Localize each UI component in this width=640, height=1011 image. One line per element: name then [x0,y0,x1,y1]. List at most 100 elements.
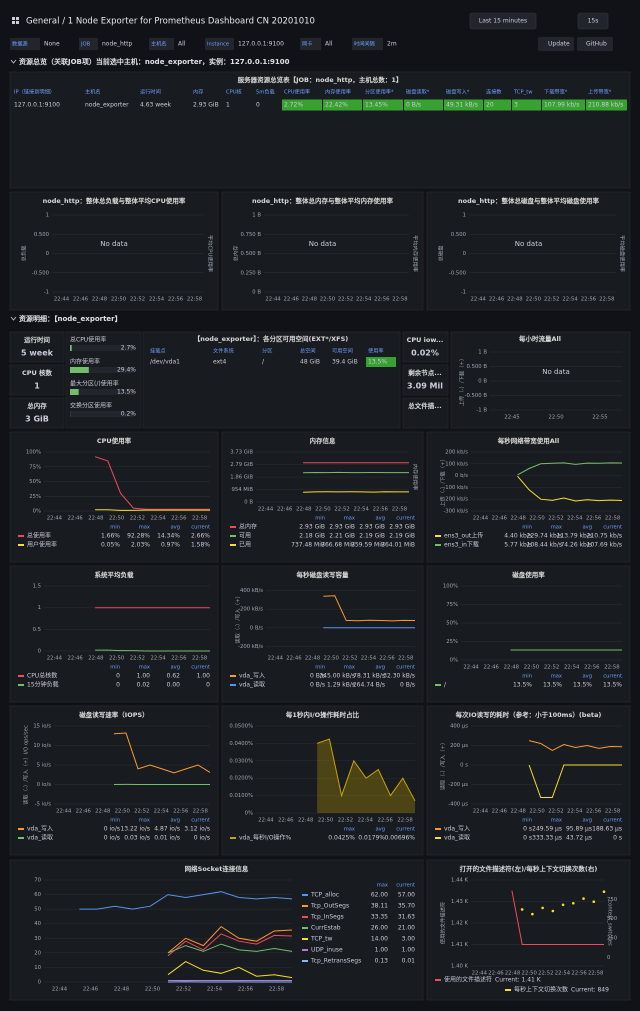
x-tick-label: 22:46 [278,818,294,824]
x-tick-label: 22:44 [258,507,274,513]
legend-value: 1.58% [191,542,210,549]
x-tick-label: 22:58 [604,665,620,671]
legend-value: 0 s [613,835,622,842]
legend-header: current [191,525,210,531]
y-tick-label: 1.5 [33,584,41,590]
legend-value: 0.62 [167,673,181,680]
table-title: 服务器资源总览表【JOB：node_http，主机总数：1】 [238,75,403,84]
legend-swatch [302,916,308,918]
y-tick-label: 60 [34,892,41,898]
variable-value: None [44,41,60,48]
y-tick-label: 100% [26,450,41,456]
table-cell: ext4 [213,359,226,366]
x-tick-label: 22:48 [296,507,312,513]
panel-title: 每次IO读写的耗时（参考：小于100ms）(beta) [456,710,602,719]
x-tick-label: 22:46 [286,656,302,662]
table-cell: 0 [256,102,260,109]
panel-title: 打开的文件描述符(左)/每秒上下文切换次数(右) [460,864,598,873]
table-header: 磁盘写入* [446,88,470,96]
table-header: CPU使用率 [284,88,310,96]
y-tick-label: -5 io/s [35,802,51,808]
legend-swatch [230,526,236,528]
y-tick-label: 0.750 B [241,232,262,238]
panel-title: node_http：整体总磁盘与整体平均磁盘使用率 [458,196,599,205]
legend-swatch [302,894,308,896]
panel [9,364,65,396]
table-title: 【node_exporter】：各分区可用空间(EXT*/XFS) [194,334,349,343]
legend-name: 总内存 [239,523,257,531]
variable-value: All [178,41,186,48]
legend-value: 107.69 kb/s [587,542,622,549]
series-line [528,740,623,751]
legend-value: 1.00 [137,673,151,680]
legend-header: max [344,827,355,833]
x-tick-label: 22:52 [548,809,563,815]
variable-label: 时间间隔 [354,40,375,48]
x-tick-label: 22:48 [92,297,108,303]
legend-value: 78.31 kB/s [353,673,385,680]
variable-label: Instance [207,42,229,48]
y-tick-label: 30 [34,936,41,942]
button[interactable] [538,37,574,51]
legend-header: max [377,883,388,889]
legend-value: 0 s [523,826,532,833]
x-tick-label: 22:52 [538,971,553,977]
x-tick-label: 22:56 [584,665,600,671]
y-axis-label: 总负载 [20,245,28,262]
legend-value: 3.12 io/s [184,826,210,833]
panel [402,397,449,429]
panel [426,565,631,703]
refresh-picker[interactable] [577,12,609,30]
y-tick-label: 1 [38,605,41,611]
legend-value: 0.03 io/s [124,835,150,842]
no-data: No data [515,240,543,248]
y-tick-label: 20 [34,950,41,956]
table-cell-bg [444,99,483,111]
x-tick-label: 22:48 [511,809,527,815]
stat-title: CPU 核数 [22,368,53,377]
y-tick-label: 15 io/s [33,724,51,730]
legend-header: max [551,674,562,680]
legend-value: 38.11 [371,903,388,910]
x-tick-label: 22:48 [95,809,111,815]
y-tick-label: 1.40 K [451,964,468,970]
legend-header: max [551,525,562,531]
legend-value: 0.01 [402,958,416,965]
panel [9,191,219,311]
legend-value: 14.00 [371,936,388,943]
button[interactable] [577,37,613,51]
panel [426,191,631,311]
legend-value: Current: 1.41 K [495,977,542,984]
panel [450,331,631,429]
x-tick-label: 22:56 [171,516,187,522]
time-picker[interactable] [469,12,537,30]
data-point [592,900,596,903]
y-tick-label: 0% [245,811,253,817]
table-header: 可用空间 [332,347,353,355]
x-tick-label: 22:54 [564,665,580,671]
legend-value: 0 io/s [104,826,120,833]
legend-value: 0.05% [101,542,120,549]
panel [426,859,631,1001]
y-tick-label: 1.44 K [451,878,468,884]
y-tick-label: 0% [450,658,458,664]
legend-swatch [230,544,236,546]
legend-value: 95.89 µs [566,826,592,833]
legend-header: avg [170,818,180,824]
legend-swatch [302,905,308,907]
legend-name: ens3_out上传 [444,532,483,540]
panel-title: 每1秒内I/O操作耗时占比 [286,710,360,719]
legend-value: 2.21 GiB [329,533,355,540]
x-tick-label: 22:50 [320,297,336,303]
legend-header: max [139,525,150,531]
x-tick-label: 22:58 [193,809,209,815]
y-tick-label: 0.0200% [229,776,253,782]
x-tick-label: 22:46 [73,297,89,303]
x-tick-label: 22:58 [187,297,203,303]
legend-swatch [302,949,308,951]
series-line [517,475,623,502]
x-tick-label: 22:52 [176,987,191,993]
x-tick-label: 22:50 [524,665,540,671]
y-tick-label: 1.43 K [451,899,468,905]
legend-value: 2.19 GiB [359,533,385,540]
